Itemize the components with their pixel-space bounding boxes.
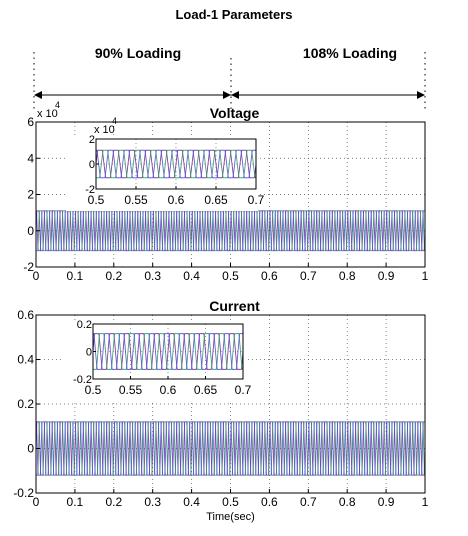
region-arrowhead <box>34 91 42 99</box>
x-tick-label: 0 <box>33 269 40 283</box>
inset-y-tick-label: 0.2 <box>77 319 92 331</box>
y-tick-label: 6 <box>27 115 34 129</box>
x-tick-label: 0.9 <box>378 495 395 509</box>
region-arrowhead <box>223 91 231 99</box>
inset-chart: 0.5 0.55 0.6 0.65 0.7 0.2 0 -0.2 <box>63 319 252 401</box>
y-tick-label: 0 <box>27 442 34 456</box>
main-phase-b-line <box>36 421 425 476</box>
x-tick-label: 0.9 <box>378 269 395 283</box>
inset-phase-c-line <box>96 149 256 179</box>
region-arrowhead <box>231 91 239 99</box>
region-arrowhead <box>417 91 425 99</box>
inset-y-tick-label: -0.2 <box>73 374 92 386</box>
x-tick-label: 0.2 <box>105 495 122 509</box>
main-phase-a-line <box>36 421 425 476</box>
main-phase-b-line <box>36 210 425 252</box>
main-phase-c-line <box>36 421 425 476</box>
inset-phase-b-line <box>96 149 256 179</box>
y-tick-label: -0.2 <box>13 486 34 500</box>
inset-y-multiplier-label: x 10 <box>94 124 115 136</box>
y-multiplier-exponent: 4 <box>55 100 60 110</box>
x-tick-label: 1 <box>422 269 429 283</box>
y-tick-label: 0.2 <box>17 397 34 411</box>
y-tick-label: 0.4 <box>17 353 34 367</box>
region-left-label: 90% Loading <box>95 45 181 61</box>
inset-y-tick-label: 0 <box>86 347 92 359</box>
x-tick-label: 1 <box>422 495 429 509</box>
x-tick-label: 0.8 <box>339 269 356 283</box>
y-tick-label: 4 <box>27 151 34 165</box>
y-tick-label: 0.6 <box>17 308 34 322</box>
y-tick-label: 0 <box>27 224 34 238</box>
x-axis-label: Time(sec) <box>206 511 254 523</box>
x-tick-label: 0.7 <box>300 495 317 509</box>
x-tick-label: 0.7 <box>300 269 317 283</box>
x-tick-label: 0 <box>33 495 40 509</box>
inset-y-tick-label: -2 <box>85 184 95 196</box>
inset-phase-a-line <box>93 333 243 370</box>
y-tick-label: 2 <box>27 188 34 202</box>
inset-x-tick-label: 0.6 <box>160 383 177 397</box>
x-tick-label: 0.4 <box>183 269 200 283</box>
inset-x-tick-label: 0.55 <box>124 193 148 207</box>
inset-x-tick-label: 0.65 <box>194 383 218 397</box>
x-tick-label: 0.3 <box>144 495 161 509</box>
y-tick-label: -2 <box>23 260 34 274</box>
region-right-label: 108% Loading <box>303 45 397 61</box>
voltage-chart: 0 0.1 0.2 0.3 0.4 0.5 0.6 0.7 0.8 0.9 1-20246Volta… <box>23 100 428 283</box>
current-chart: 0 0.1 0.2 0.3 0.4 0.5 0.6 0.7 0.8 0.9 1-0.200.20.4… <box>13 298 428 523</box>
x-tick-label: 0.5 <box>222 269 239 283</box>
main-series-group <box>36 421 425 476</box>
inset-x-tick-label: 0.55 <box>119 383 143 397</box>
x-tick-label: 0.1 <box>67 495 84 509</box>
x-tick-label: 0.4 <box>183 495 200 509</box>
inset-x-tick-label: 0.65 <box>204 193 228 207</box>
x-tick-label: 0.3 <box>144 269 161 283</box>
x-tick-label: 0.8 <box>339 495 356 509</box>
x-tick-label: 0.5 <box>222 495 239 509</box>
inset-x-tick-label: 0.7 <box>248 193 265 207</box>
inset-x-tick-label: 0.6 <box>168 193 185 207</box>
loading-region-annotation <box>33 52 426 112</box>
x-tick-label: 0.6 <box>261 269 278 283</box>
x-tick-label: 0.2 <box>105 269 122 283</box>
inset-y-tick-label: 0 <box>89 159 95 171</box>
figure-title: Load-1 Parameters <box>175 7 292 22</box>
x-tick-label: 0.6 <box>261 495 278 509</box>
inset-x-tick-label: 0.7 <box>235 383 252 397</box>
inset-chart: 0.5 0.55 0.6 0.65 0.7 -2 0 2x 104 <box>66 116 265 211</box>
inset-y-tick-label: 2 <box>89 134 95 146</box>
chart-title: Voltage <box>210 105 260 121</box>
y-multiplier-label: x 10 <box>37 108 58 120</box>
inset-y-multiplier-exponent: 4 <box>112 116 117 126</box>
x-tick-label: 0.1 <box>67 269 84 283</box>
chart-title: Current <box>209 298 260 314</box>
inset-x-tick-label: 0.5 <box>85 383 102 397</box>
inset-x-tick-label: 0.5 <box>88 193 105 207</box>
